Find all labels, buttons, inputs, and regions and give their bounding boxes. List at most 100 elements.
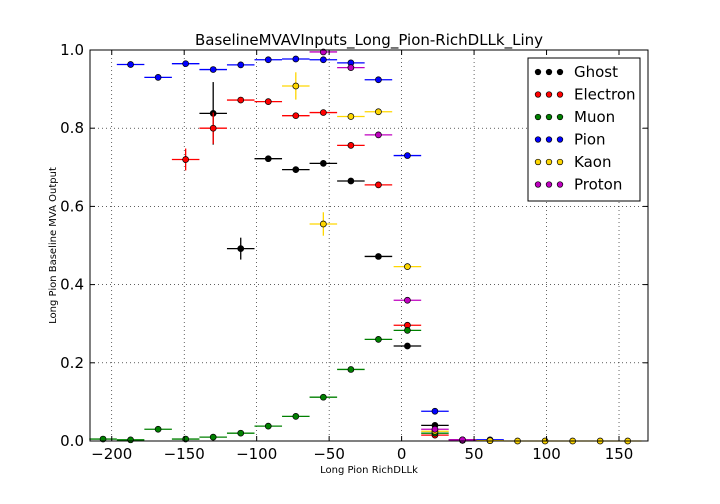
data-point-muon [226,429,255,437]
data-point-pion [393,152,422,159]
marker [209,66,217,73]
legend-item-kaon: Kaon [534,153,611,171]
data-point-pion [144,74,172,81]
legend-marker [545,158,553,166]
y-tick-label: 1.0 [60,41,84,59]
data-point-pion [254,56,283,64]
marker [237,61,245,69]
data-point-muon [144,425,172,433]
marker [404,326,411,334]
data-point-pion [116,61,145,68]
legend-marker [534,181,542,188]
plot-frame [89,49,649,442]
marker [347,142,355,149]
marker [182,156,190,163]
data-point-pion [171,60,200,68]
marker [292,413,300,420]
legend-marker [534,91,542,98]
marker [319,393,327,401]
data-point-proton [421,425,449,433]
data-point-electron [364,181,393,189]
data-point-ghost [282,166,310,173]
marker [292,82,300,90]
legend-marker [545,113,553,121]
legend-label: Muon [574,108,615,126]
x-tick-label: 50 [465,445,484,463]
data-point-kaon [337,113,365,120]
legend-marker [545,136,553,143]
data-point-pion [199,66,227,73]
legend: Ghost Electron Muon Pion Kaon Proton [527,57,641,202]
legend-box [527,57,641,202]
marker [127,61,134,68]
legend-label: Pion [574,131,606,149]
legend-marker [545,68,553,76]
legend-marker [556,136,564,143]
legend-item-electron: Electron [534,86,636,104]
data-point-ghost [254,155,283,163]
y-tick-label: 0.8 [60,119,84,137]
marker [459,436,466,444]
x-tick-label: −200 [91,445,132,463]
marker [209,433,217,441]
data-point-proton [393,296,422,304]
marker [347,366,355,373]
data-point-muon [282,413,310,420]
legend-marker [556,158,564,166]
legend-marker [556,91,564,98]
data-point-ghost [393,342,422,350]
y-tick-label: 0.0 [60,432,84,450]
data-point-kaon [282,72,310,100]
data-point-electron [226,96,255,104]
marker [375,335,382,343]
x-axis-label: Long Pion RichDLLk [320,465,418,476]
legend-marker [545,91,553,98]
legend-label: Electron [574,86,636,104]
data-point-kaon [364,108,393,116]
y-tick-label: 0.4 [60,276,84,294]
data-point-electron [171,148,200,171]
data-point-pion [421,407,449,415]
data-point-electron [199,112,227,144]
data-point-muon [393,326,422,334]
x-tick-label: −100 [236,445,277,463]
marker [154,74,162,81]
marker [375,181,382,189]
marker [319,220,327,228]
data-point-electron [309,109,338,116]
x-tick-label: 100 [532,445,561,463]
marker [375,253,382,260]
legend-label: Kaon [574,153,611,171]
marker [264,56,272,64]
marker [237,245,245,252]
legend-marker [556,181,564,188]
data-point-pion [337,59,365,67]
legend-label: Proton [574,176,622,194]
marker [375,76,382,84]
marker [237,429,245,437]
legend-item-ghost: Ghost [534,63,618,81]
legend-marker [534,136,542,143]
legend-label: Ghost [574,63,618,81]
marker [182,60,190,68]
data-point-electron [337,142,365,149]
data-point-ghost [337,177,365,185]
data-point-pion [282,55,310,63]
data-point-proton [337,64,365,71]
x-tick-label: −150 [164,445,205,463]
data-point-muon [309,393,338,401]
marker [375,108,382,116]
marker [431,425,439,433]
marker [375,131,382,139]
data-point-electron [393,321,422,329]
x-tick-label: 150 [605,445,634,463]
legend-marker [534,68,542,76]
marker [347,113,355,120]
marker [237,96,245,104]
x-tick-label: 0 [397,445,407,463]
data-point-electron [282,112,310,120]
legend-marker [534,158,542,166]
data-point-muon [199,433,227,441]
